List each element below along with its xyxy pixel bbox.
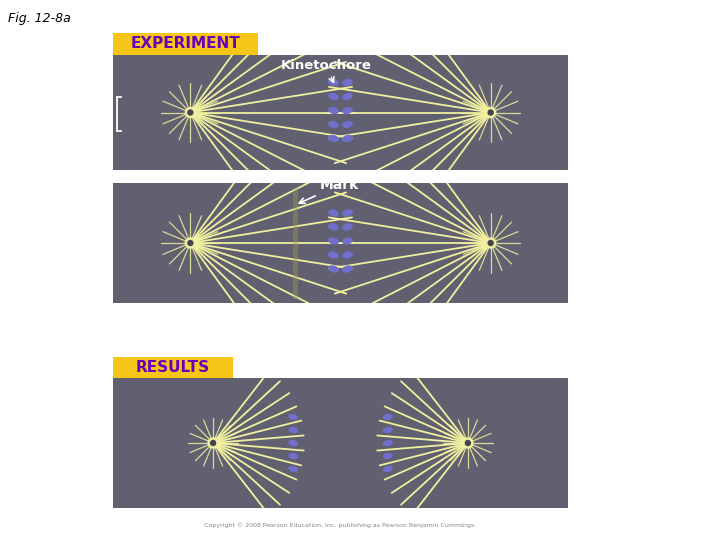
Text: Copyright © 2008 Pearson Education, Inc. publishing as Pearson Benjamin Cummings: Copyright © 2008 Pearson Education, Inc.… bbox=[204, 522, 476, 528]
Circle shape bbox=[463, 438, 473, 448]
Ellipse shape bbox=[342, 238, 353, 245]
Ellipse shape bbox=[328, 107, 339, 114]
Ellipse shape bbox=[328, 251, 339, 259]
Ellipse shape bbox=[328, 79, 339, 86]
Ellipse shape bbox=[383, 414, 393, 420]
Circle shape bbox=[188, 240, 193, 246]
Text: Spindle: Spindle bbox=[58, 102, 107, 115]
Bar bbox=[113, 55, 568, 170]
Ellipse shape bbox=[342, 251, 353, 259]
Bar bbox=[113, 357, 233, 378]
Bar bbox=[113, 33, 258, 55]
Ellipse shape bbox=[328, 265, 339, 273]
Ellipse shape bbox=[383, 440, 393, 446]
Ellipse shape bbox=[288, 453, 298, 459]
Text: Kinetochore: Kinetochore bbox=[281, 59, 372, 83]
Circle shape bbox=[185, 107, 195, 118]
Circle shape bbox=[185, 238, 195, 248]
Ellipse shape bbox=[383, 427, 393, 433]
Ellipse shape bbox=[328, 121, 339, 128]
Ellipse shape bbox=[288, 414, 298, 420]
Circle shape bbox=[486, 238, 495, 248]
Circle shape bbox=[210, 441, 215, 446]
Ellipse shape bbox=[328, 224, 339, 231]
Bar bbox=[113, 183, 568, 303]
Ellipse shape bbox=[342, 135, 353, 142]
Circle shape bbox=[488, 110, 493, 115]
Text: RESULTS: RESULTS bbox=[136, 360, 210, 375]
Circle shape bbox=[488, 240, 493, 246]
Ellipse shape bbox=[342, 79, 353, 86]
Bar bbox=[113, 378, 568, 508]
Text: EXPERIMENT: EXPERIMENT bbox=[130, 37, 240, 51]
Ellipse shape bbox=[342, 265, 353, 273]
Ellipse shape bbox=[328, 93, 339, 100]
Ellipse shape bbox=[328, 210, 339, 217]
Circle shape bbox=[188, 110, 193, 115]
Text: pole: pole bbox=[66, 115, 107, 128]
Ellipse shape bbox=[342, 93, 353, 100]
Ellipse shape bbox=[383, 453, 393, 459]
Ellipse shape bbox=[328, 135, 339, 142]
Text: Fig. 12-8a: Fig. 12-8a bbox=[8, 12, 71, 25]
Circle shape bbox=[208, 438, 218, 448]
Ellipse shape bbox=[383, 466, 393, 472]
Circle shape bbox=[465, 441, 470, 446]
Ellipse shape bbox=[288, 427, 298, 433]
Ellipse shape bbox=[342, 121, 353, 128]
Ellipse shape bbox=[328, 238, 339, 245]
Ellipse shape bbox=[342, 107, 353, 114]
Ellipse shape bbox=[288, 466, 298, 472]
Text: Mark: Mark bbox=[300, 178, 359, 204]
Ellipse shape bbox=[342, 210, 353, 217]
Ellipse shape bbox=[288, 440, 298, 446]
Circle shape bbox=[486, 107, 495, 118]
Ellipse shape bbox=[342, 224, 353, 231]
